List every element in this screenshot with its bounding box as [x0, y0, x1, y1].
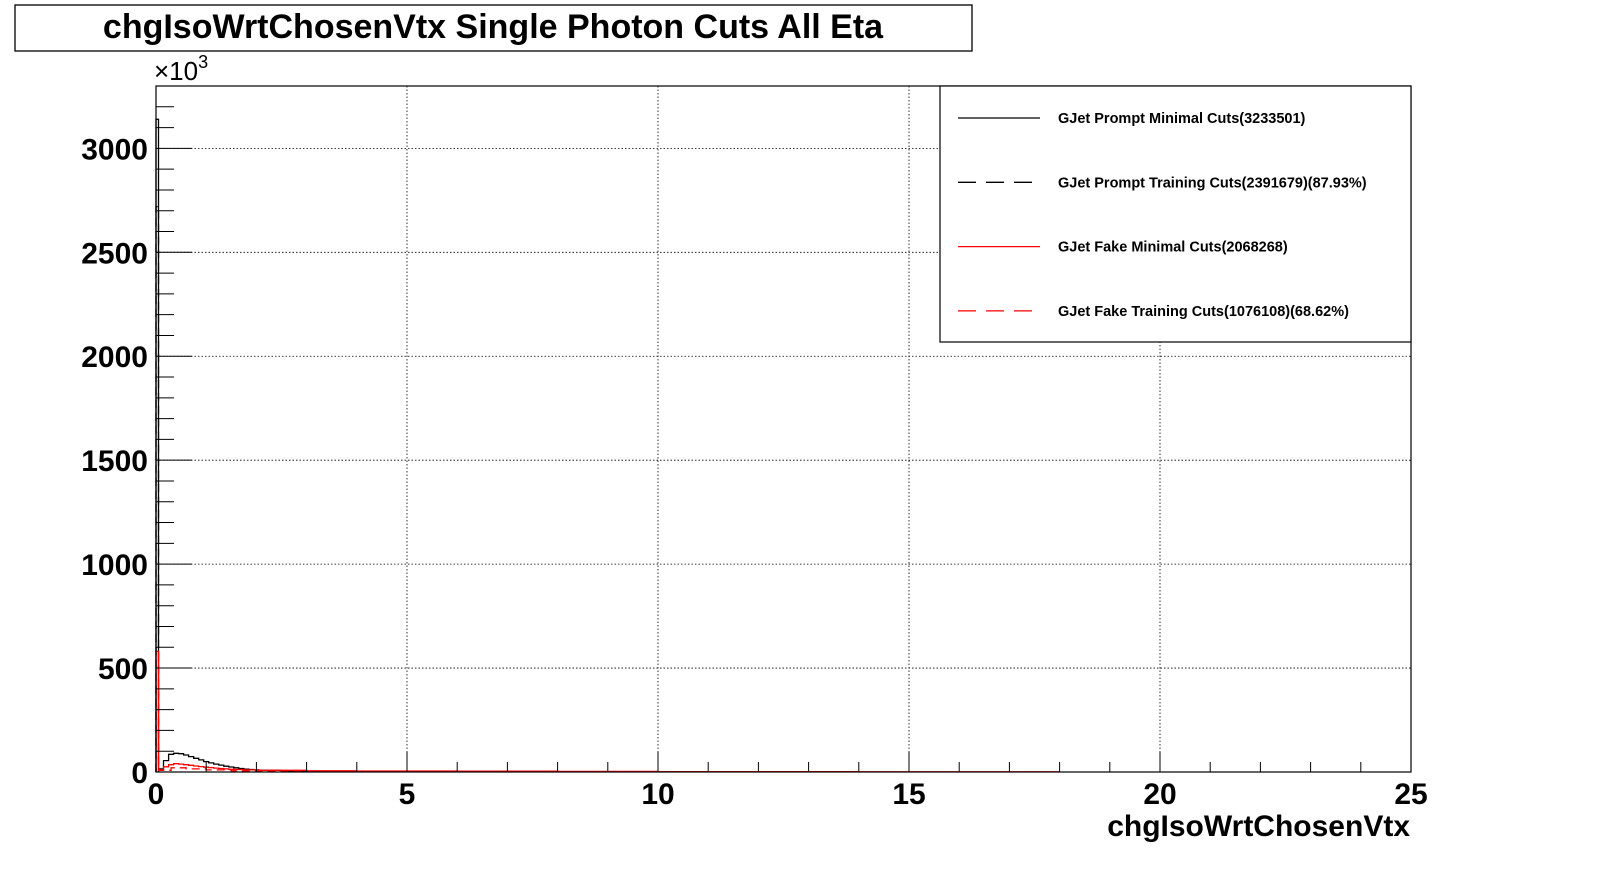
y-tick-label: 500: [98, 653, 148, 686]
x-tick-label: 20: [1143, 778, 1176, 811]
legend-entry-label: GJet Fake Training Cuts(1076108)(68.62%): [1058, 304, 1349, 320]
legend: GJet Prompt Minimal Cuts(3233501) GJet Pr…: [939, 85, 1412, 343]
axes: 0 5 10 15 20 25 0 500 1000 1500 2000 2500 3000: [81, 85, 1428, 811]
plot-frame: [155, 85, 1412, 773]
chart-title: chgIsoWrtChosenVtx Single Photon Cuts Al…: [103, 8, 884, 46]
y-tick-label: 1000: [81, 549, 148, 582]
x-axis-title: chgIsoWrtChosenVtx: [1107, 810, 1410, 843]
x-tick-label: 0: [148, 778, 165, 811]
grid-lines: [156, 86, 1411, 772]
series-line-4: [155, 686, 308, 772]
y-tick-label: 0: [131, 757, 148, 790]
series-line-1: [155, 118, 785, 773]
x-tick-label: 5: [399, 778, 416, 811]
y-multiplier-label: ×103: [154, 52, 208, 86]
x-tick-label: 15: [892, 778, 925, 811]
series-line-2: [155, 205, 160, 772]
x-tick-label: 10: [641, 778, 674, 811]
data-series: [155, 118, 1061, 773]
y-tick-label: 2000: [81, 341, 148, 374]
legend-entry-label: GJet Prompt Minimal Cuts(3233501): [1058, 111, 1306, 127]
legend-entry-label: GJet Prompt Training Cuts(2391679)(87.93…: [1058, 175, 1367, 191]
series-line-3: [155, 650, 1061, 773]
x-tick-label: 25: [1394, 778, 1427, 811]
y-tick-label: 2500: [81, 237, 148, 270]
y-tick-label: 1500: [81, 445, 148, 478]
title-box: [14, 4, 973, 52]
legend-box: [939, 85, 1412, 343]
y-tick-label: 3000: [81, 133, 148, 166]
legend-entry-label: GJet Fake Minimal Cuts(2068268): [1058, 240, 1288, 256]
